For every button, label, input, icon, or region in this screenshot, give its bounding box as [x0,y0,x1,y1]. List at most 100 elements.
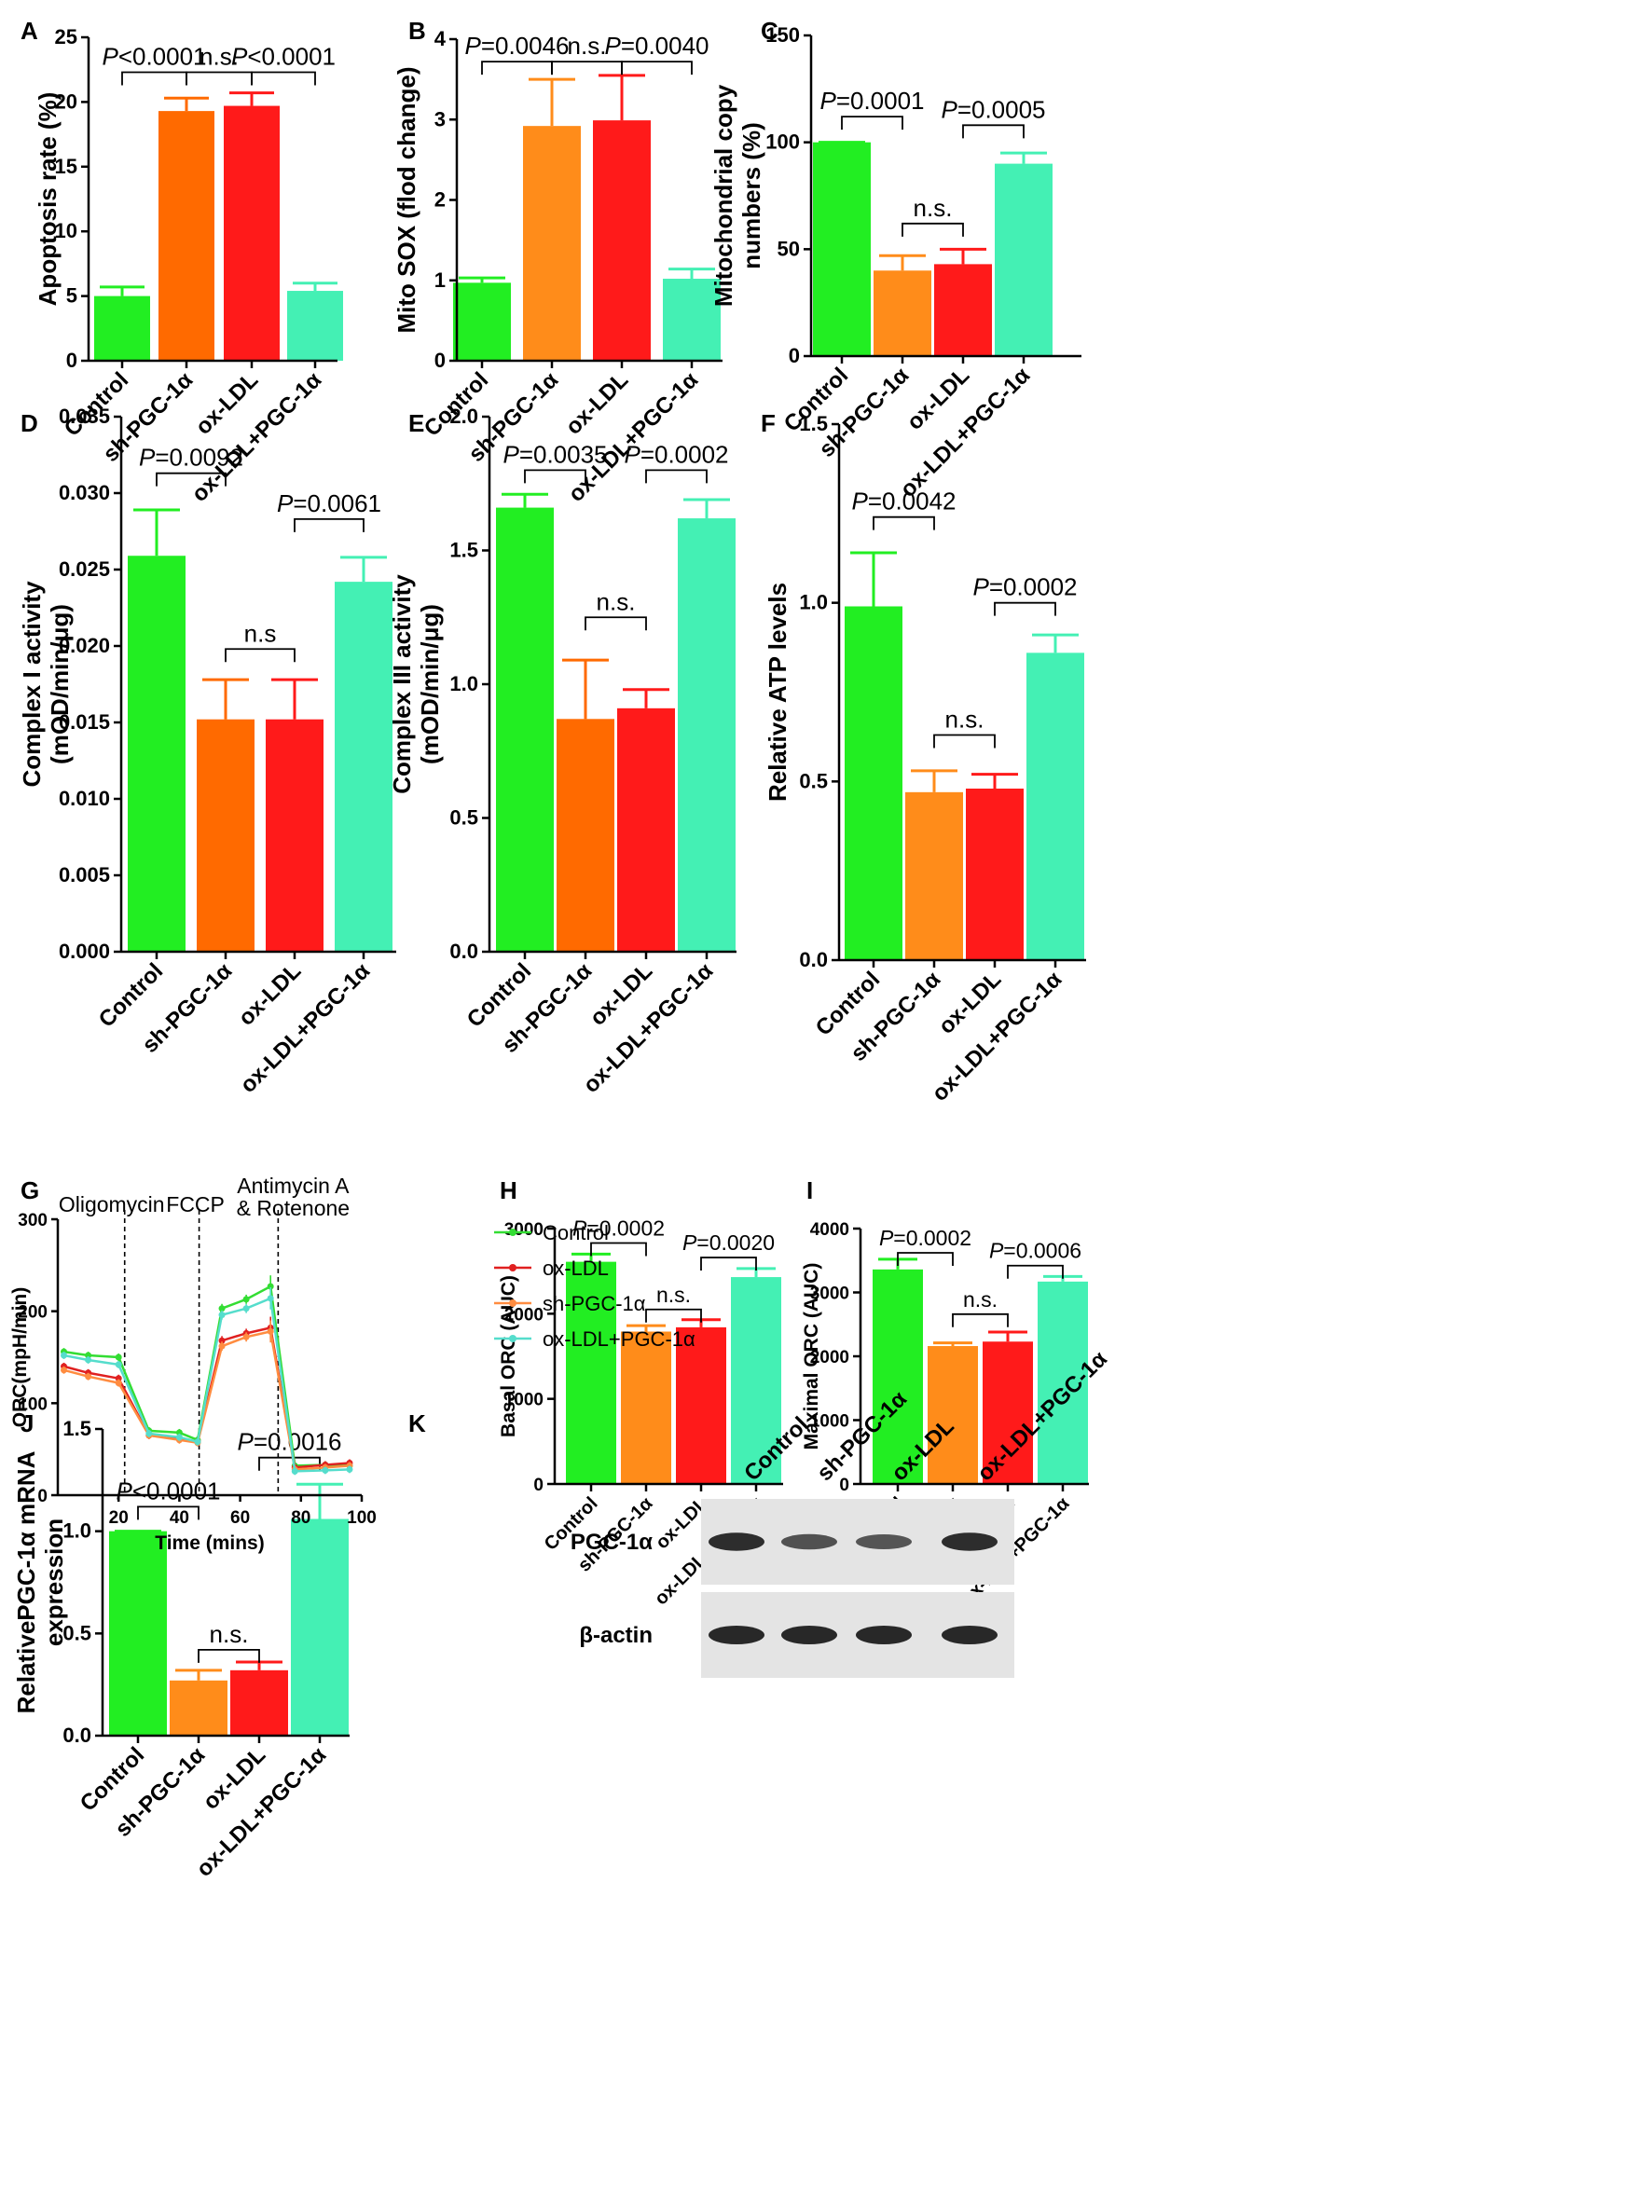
y-axis-label: Basal ORC (AUC) [498,1275,519,1437]
bar-control [845,606,902,960]
significance-bracket [481,61,553,76]
significance-label: P<0.0001 [231,42,336,70]
significance-bracket [933,734,996,749]
significance-label: P=0.0046 [464,32,569,60]
significance-label: P=0.0016 [237,1428,341,1456]
bar-ox-ldl [266,719,324,952]
panel-f: 0.00.51.01.5Controlsh-PGC-1αox-LDLox-LDL… [764,412,1086,1106]
bar-sh-pgc-1- [523,126,581,361]
data-point [145,1430,153,1437]
significance-bracket [121,71,187,86]
significance-bracket [524,469,586,484]
y-tick-label: 300 [18,1211,48,1230]
significance-label: P=0.0002 [624,440,728,468]
legend-marker [509,1264,516,1271]
y-tick-label: 0.015 [59,710,110,734]
y-tick-label: 0.0 [799,948,828,971]
significance-bracket [186,71,253,86]
y-tick-label: 0.0 [449,940,478,963]
y-tick-label: 1 [434,268,446,292]
series-line-ox-ldl-pgc-1- [63,1297,351,1473]
y-axis-label: (mOD/min/μg) [416,604,444,764]
panel-label-h: H [500,1176,517,1204]
significance-bracket [700,1257,757,1271]
significance-label: n.s. [656,1283,691,1307]
y-tick-label: 1.5 [799,412,828,435]
bar-ox-ldl-pgc-1- [1026,653,1084,960]
x-tick-label: ox-LDL [561,367,634,440]
panel-label-i: I [806,1176,813,1204]
significance-bracket [251,71,316,86]
y-tick-label: 150 [765,23,800,47]
y-axis-label: ORC(mpH/min) [9,1287,31,1428]
significance-label: P=0.0002 [972,573,1077,601]
data-point [115,1380,122,1387]
bar-sh-pgc-1- [170,1680,227,1736]
y-tick-label: 0 [839,1476,849,1495]
y-tick-label: 0 [789,344,800,367]
significance-bracket [621,61,693,76]
legend-label: ox-LDL+PGC-1α [543,1327,695,1351]
data-point [242,1305,250,1312]
y-tick-label: 15 [55,155,77,178]
y-tick-label: 2000 [810,1348,849,1367]
bar-ox-ldl-pgc-1- [731,1277,781,1484]
data-point [267,1295,274,1302]
y-axis-label: RelativePGC-1α mRNA [12,1450,40,1713]
significance-bracket [897,1252,954,1267]
data-point [242,1333,250,1340]
y-tick-label: 1000 [810,1412,849,1432]
significance-bracket [225,648,296,663]
event-label: FCCP [166,1192,225,1216]
bar-control [109,1531,167,1736]
y-tick-label: 1000 [504,1391,544,1410]
bar-sh-pgc-1- [158,111,214,361]
significance-bracket [294,517,365,532]
blot-band [781,1533,837,1550]
significance-bracket [873,515,935,530]
y-tick-label: 0 [434,349,446,372]
significance-label: P=0.0061 [277,489,381,517]
bar-sh-pgc-1- [905,791,963,960]
bar-sh-pgc-1- [557,719,614,952]
y-tick-label: 0.000 [59,940,110,963]
panel-label-b: B [408,17,426,45]
blot-band [942,1626,998,1644]
y-tick-label: 100 [18,1395,48,1414]
legend-marker [509,1299,516,1307]
significance-label: P=0.0020 [682,1230,775,1255]
data-point [194,1438,201,1446]
data-point [218,1337,226,1344]
significance-bracket [645,469,708,484]
panel-label-k: K [408,1409,426,1437]
y-tick-label: 1.0 [449,672,478,695]
bar-ox-ldl [230,1669,288,1736]
y-tick-label: 200 [18,1303,48,1323]
y-tick-label: 0.010 [59,787,110,810]
legend-label: ox-LDL [543,1257,609,1280]
y-tick-label: 1.0 [799,591,828,614]
bar-control [94,295,150,361]
significance-label: n.s. [597,587,636,615]
data-point [175,1429,183,1436]
bar-sh-pgc-1- [197,719,255,952]
significance-label: P=0.0002 [572,1216,665,1241]
panel-label-e: E [408,409,424,437]
panel-label-c: C [761,17,778,45]
row-label: PGC-1α [571,1530,653,1555]
panel-d: 0.000 0.005 0.010 0.015 0.020 0.025 0.030 0.035… [18,405,396,1098]
significance-label: P=0.0001 [819,87,924,115]
y-tick-label: 0.020 [59,634,110,657]
y-axis-label: numbers (%) [737,122,765,268]
significance-label: n.s. [963,1287,998,1312]
y-tick-label: 0 [66,349,77,372]
event-label: Antimycin A [237,1174,350,1198]
bar-sh-pgc-1- [621,1331,671,1484]
significance-label: P=0.0005 [941,95,1045,123]
y-axis-label: expression [40,1518,68,1646]
blot-band [942,1532,998,1551]
significance-label: P=0.0006 [989,1239,1081,1263]
data-point [85,1373,92,1381]
data-point [175,1434,183,1441]
significance-label: P=0.0040 [604,32,709,60]
